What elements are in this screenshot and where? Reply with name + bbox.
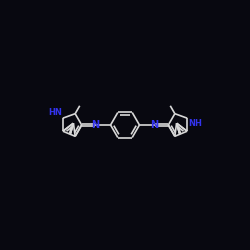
Text: HN: HN: [48, 108, 62, 117]
Text: N: N: [150, 120, 159, 130]
Text: N: N: [92, 120, 100, 130]
Text: NH: NH: [188, 120, 202, 128]
